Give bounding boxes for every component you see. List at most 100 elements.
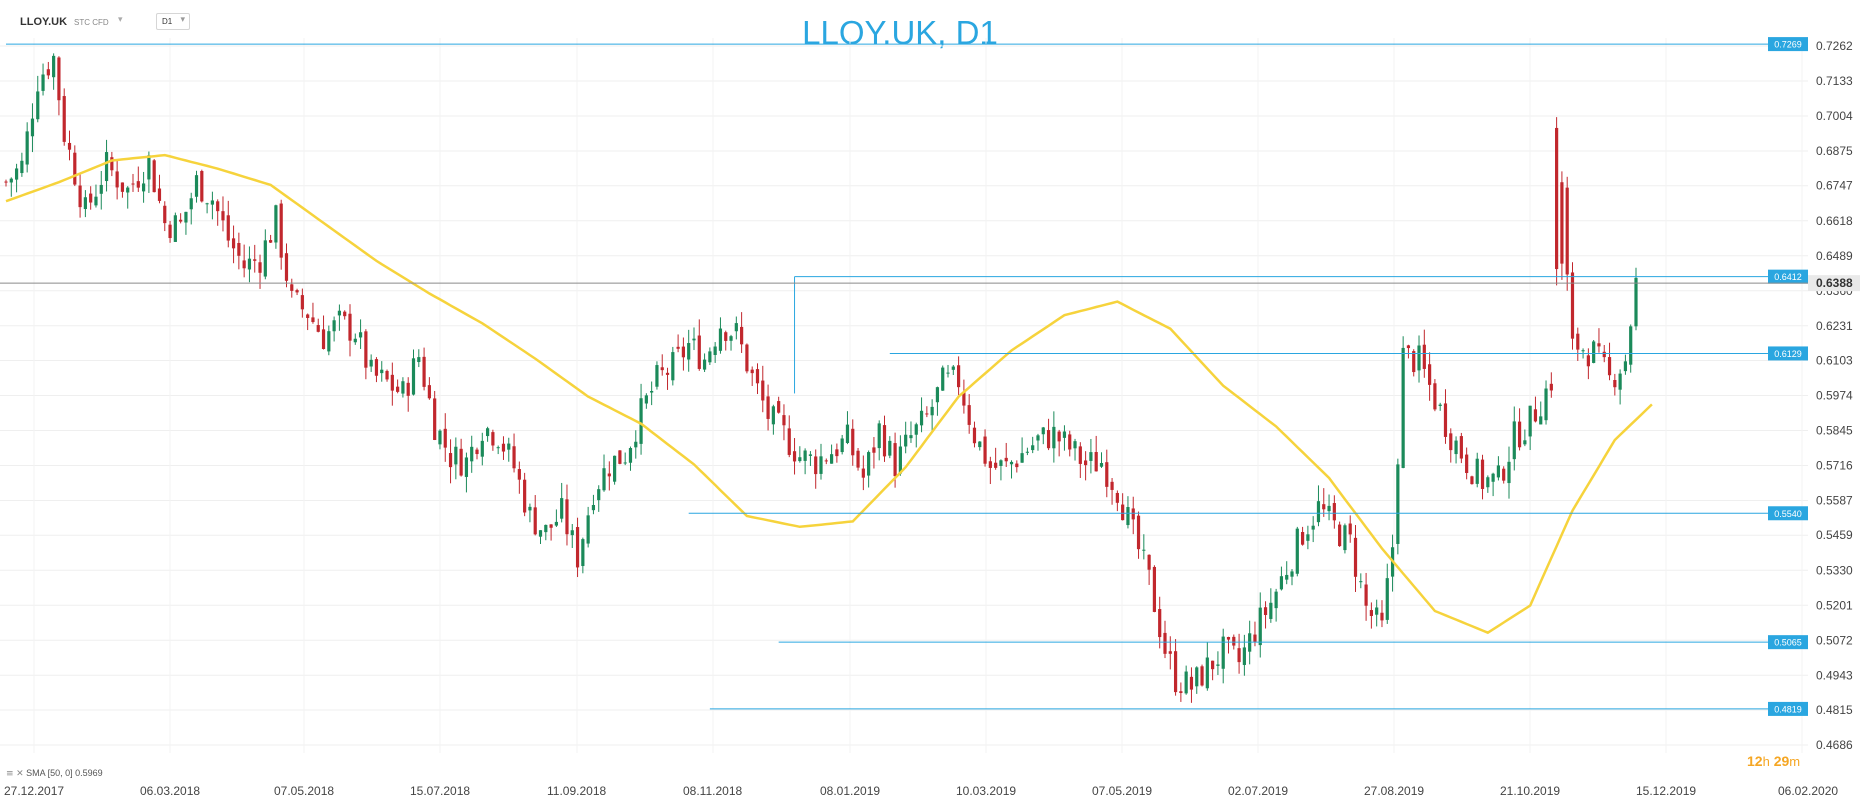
candle-body: [179, 219, 183, 222]
candle-body: [919, 410, 924, 426]
candle-body: [1629, 326, 1633, 365]
candle-body: [533, 507, 537, 535]
candle-body: [560, 498, 564, 519]
candle-body: [814, 456, 818, 475]
candle-body: [808, 454, 813, 456]
candle-body: [374, 359, 379, 376]
candle-body: [147, 155, 151, 180]
candle-body: [517, 469, 521, 480]
candle-body: [1322, 504, 1326, 510]
candle-body: [528, 506, 532, 511]
y-tick-label: 0.7262: [1816, 39, 1853, 53]
candle-body: [385, 370, 389, 380]
candle-body: [946, 372, 950, 374]
candle-body: [168, 224, 172, 239]
candle-body: [1290, 571, 1294, 577]
candle-body: [316, 325, 320, 332]
candle-body: [665, 372, 670, 375]
candle-body: [687, 343, 691, 360]
candle-body: [1353, 537, 1358, 577]
candle-body: [1512, 421, 1516, 460]
candle-body: [1136, 515, 1141, 550]
candle-body: [221, 211, 225, 221]
candle-body: [337, 310, 342, 316]
candle-body: [438, 430, 442, 445]
x-tick-label: 06.03.2018: [140, 784, 200, 798]
candle-body: [1041, 427, 1045, 435]
x-tick-label: 15.12.2019: [1636, 784, 1696, 798]
candle-body: [1121, 504, 1125, 521]
candle-body: [464, 457, 469, 477]
countdown-hours: 12: [1747, 753, 1763, 769]
x-tick-label: 10.03.2019: [956, 784, 1016, 798]
candle-body: [459, 448, 463, 476]
candle-body: [189, 198, 193, 210]
candle-body: [1179, 691, 1183, 694]
candle-body: [634, 441, 638, 448]
candle-body: [491, 432, 495, 446]
level-tag-bg: [1768, 506, 1808, 521]
candle-body: [554, 521, 558, 526]
candle-body: [380, 369, 384, 374]
candle-body: [782, 415, 786, 426]
x-tick-label: 27.12.2017: [4, 784, 64, 798]
candle-body: [978, 441, 982, 448]
candle-body: [581, 539, 585, 567]
timeframe-select[interactable]: D1 ▾: [156, 13, 190, 30]
candle-body: [295, 290, 299, 293]
candle-body: [650, 390, 654, 393]
candle-body: [1549, 383, 1553, 391]
x-tick-label: 08.01.2019: [820, 784, 880, 798]
candle-body: [94, 196, 98, 206]
candle-body: [78, 185, 82, 208]
candle-body: [263, 240, 267, 277]
y-tick-label: 0.6875: [1816, 144, 1853, 158]
candle-body: [390, 374, 394, 391]
candle-body: [14, 168, 19, 180]
candle-body: [1084, 460, 1088, 466]
candle-body: [433, 398, 437, 440]
candle-body: [1263, 607, 1268, 615]
candle-body: [321, 329, 326, 350]
candle-body: [845, 424, 850, 444]
candle-body: [1295, 528, 1299, 574]
candle-body: [327, 331, 331, 352]
candle-body: [1475, 458, 1479, 484]
candle-body: [718, 328, 723, 351]
y-tick-label: 0.6103: [1816, 353, 1853, 367]
candle-body: [1105, 462, 1109, 487]
y-tick-label: 0.6618: [1816, 214, 1853, 228]
candle-body: [1015, 463, 1019, 468]
candle-body: [210, 200, 214, 205]
candle-body: [1332, 503, 1336, 521]
candle-body: [284, 253, 289, 281]
indicator-settings-icon[interactable]: ≡: [6, 769, 14, 779]
candle-body: [1438, 404, 1442, 406]
candle-body: [1221, 636, 1225, 669]
candle-body: [216, 201, 220, 212]
candle-body: [761, 380, 765, 401]
candle-body: [401, 381, 405, 394]
candle-body: [30, 118, 35, 137]
symbol-label[interactable]: LLOY.UK: [20, 16, 68, 28]
candle-body: [194, 175, 199, 197]
chart-toolbar: LLOY.UK STC CFD ▾ D1 ▾: [0, 0, 1866, 36]
chevron-down-icon[interactable]: ▾: [118, 15, 123, 25]
candle-body: [1306, 534, 1310, 541]
candle-body: [1533, 409, 1538, 422]
candle-body: [544, 524, 548, 533]
candle-body: [882, 425, 887, 457]
candle-body: [1465, 454, 1469, 474]
candle-body: [311, 317, 315, 323]
candle-body: [792, 451, 797, 462]
candle-body: [676, 346, 680, 349]
level-tag-label: 0.4819: [1774, 704, 1802, 714]
candle-body: [1523, 440, 1527, 445]
candle-body: [1364, 584, 1368, 606]
candle-body: [104, 152, 109, 182]
indicator-remove-icon[interactable]: ✕: [16, 769, 24, 779]
candle-body: [1623, 361, 1628, 372]
candle-countdown: 12h 29m: [1747, 753, 1800, 769]
candle-body: [1173, 651, 1178, 693]
